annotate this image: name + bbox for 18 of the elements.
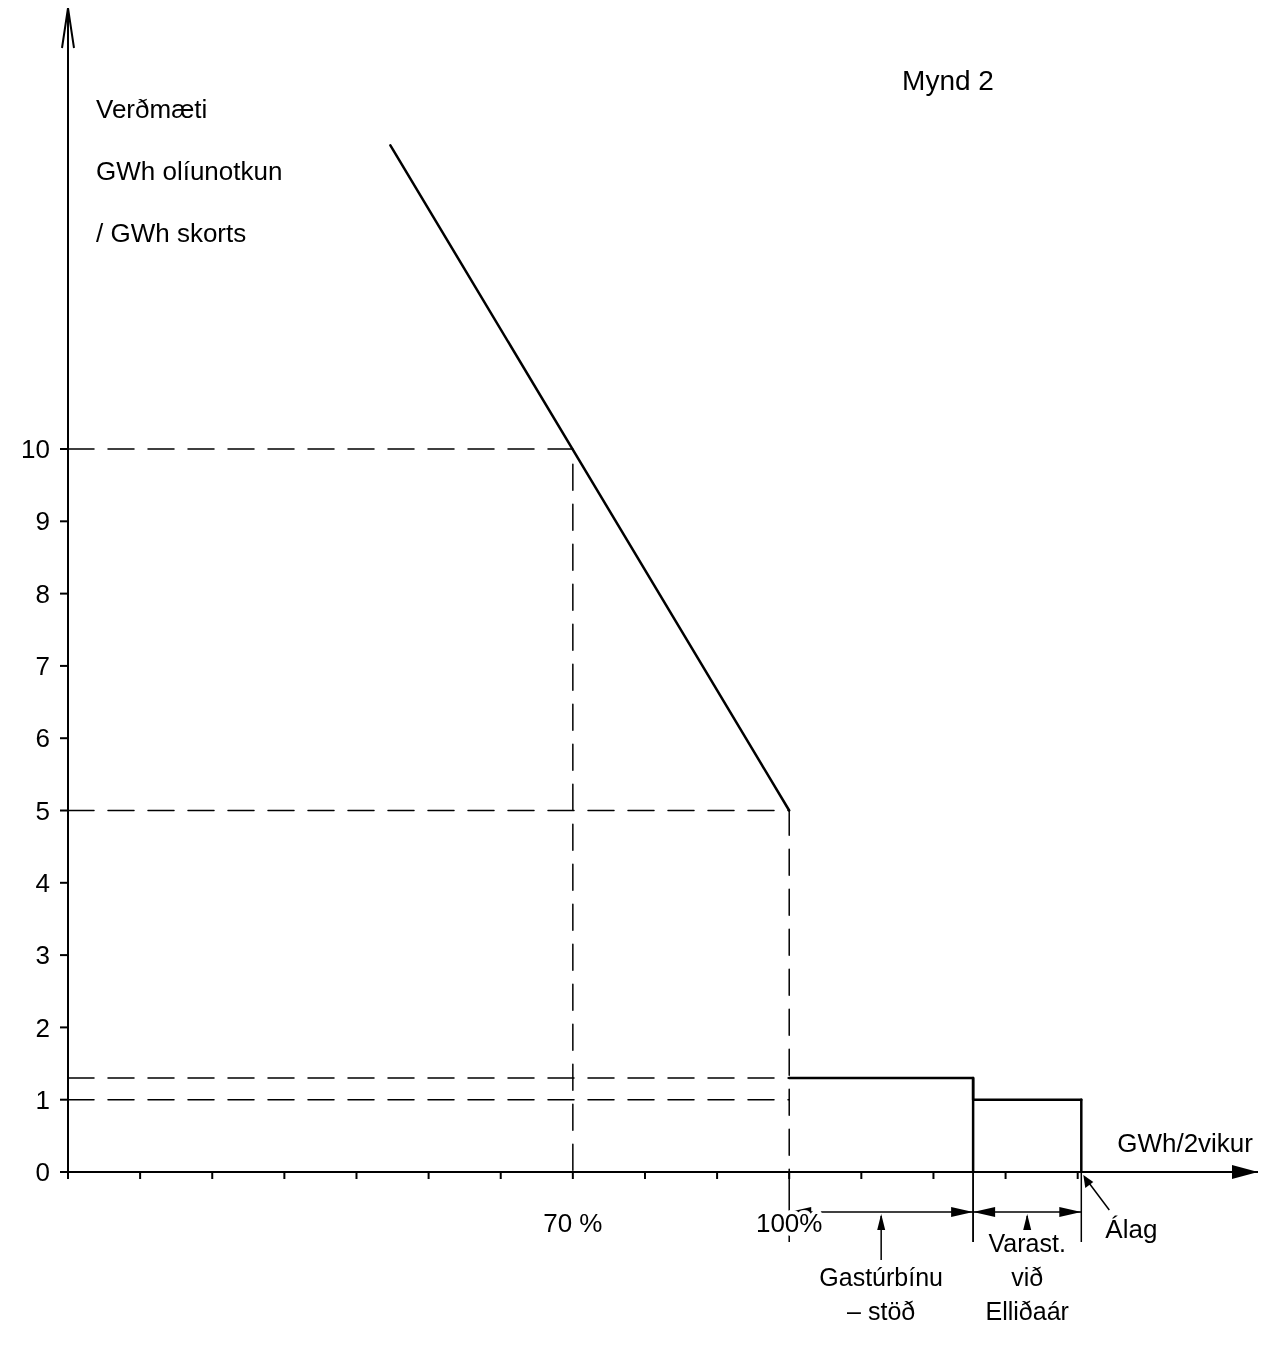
y-tick-label: 8 (35, 578, 50, 609)
y-tick-label: 6 (35, 723, 50, 754)
y-tick-label: 7 (35, 651, 50, 682)
y-tick-label: 3 (35, 940, 50, 971)
y-tick-label: 2 (35, 1012, 50, 1043)
text: Gastúrbínu – stöð (819, 1263, 944, 1325)
text: Varast. við Elliðaár (985, 1229, 1069, 1325)
x-axis-title: GWh/2vikur (1117, 1128, 1254, 1158)
text: Mynd 2 (902, 65, 994, 96)
y-tick-label: 10 (21, 434, 50, 465)
y-tick-label: 5 (35, 795, 50, 826)
y-tick-label: 0 (35, 1157, 50, 1188)
text: Verðmæti GWh olíunotkun / GWh skorts (96, 94, 283, 248)
y-tick-label: 1 (35, 1084, 50, 1115)
x-tick-label: 70 % (543, 1208, 603, 1238)
y-tick-label: 4 (35, 867, 50, 898)
y-tick-label: 9 (35, 506, 50, 537)
text: Álag (1105, 1214, 1158, 1244)
